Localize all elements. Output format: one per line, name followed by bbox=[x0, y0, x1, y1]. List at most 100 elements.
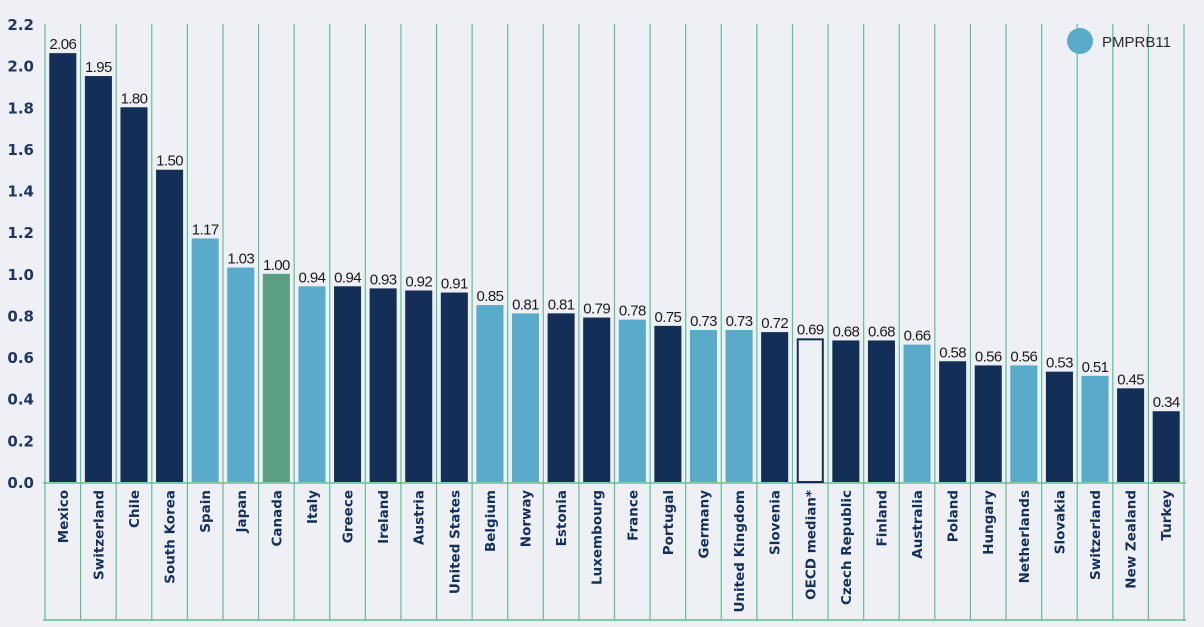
x-tick-label: France bbox=[625, 490, 641, 541]
bar-united-states bbox=[440, 292, 468, 482]
x-tick-label: Belgium bbox=[483, 490, 499, 552]
x-tick-label: Czech Republic bbox=[839, 490, 855, 605]
bar-hungary bbox=[974, 365, 1002, 482]
value-label: 0.34 bbox=[1153, 394, 1180, 411]
value-label: 0.45 bbox=[1117, 371, 1144, 388]
bar-czech-republic bbox=[832, 340, 860, 482]
x-tick-label: Japan bbox=[234, 490, 250, 534]
bar-united-kingdom bbox=[725, 330, 753, 482]
bar-mexico bbox=[49, 53, 77, 483]
bar-switzerland bbox=[1081, 375, 1109, 482]
x-tick-label: Austria bbox=[412, 490, 428, 545]
bars bbox=[49, 53, 1180, 484]
legend-label-pmprb11: PMPRB11 bbox=[1102, 34, 1171, 51]
value-label: 0.94 bbox=[299, 269, 326, 286]
bar-south-korea bbox=[156, 169, 184, 482]
x-tick-label: Estonia bbox=[554, 490, 570, 546]
legend-swatch-pmprb11 bbox=[1067, 28, 1093, 54]
bar-chile bbox=[120, 107, 148, 482]
value-label: 0.68 bbox=[868, 323, 895, 340]
value-label: 0.91 bbox=[441, 276, 468, 293]
value-label: 0.58 bbox=[939, 344, 966, 361]
x-tick-label: Spain bbox=[198, 490, 214, 533]
value-label: 0.81 bbox=[548, 296, 575, 313]
bar-greece bbox=[334, 286, 362, 482]
x-tick-label: Switzerland bbox=[91, 490, 107, 580]
x-tick-label: Poland bbox=[946, 490, 962, 542]
x-tick-label: Australia bbox=[910, 490, 926, 559]
y-tick-label: 1.4 bbox=[7, 183, 34, 201]
bar-norway bbox=[511, 313, 540, 482]
x-tick-label: Mexico bbox=[56, 490, 72, 543]
value-label: 0.66 bbox=[904, 328, 931, 345]
y-tick-label: 2.0 bbox=[7, 58, 34, 76]
bar-new-zealand bbox=[1117, 388, 1145, 482]
x-tick-label: Canada bbox=[269, 490, 285, 547]
bar-finland bbox=[867, 340, 895, 482]
value-label: 0.56 bbox=[1010, 348, 1037, 365]
bar-slovenia bbox=[761, 332, 789, 482]
bar-canada bbox=[262, 273, 290, 482]
y-tick-label: 1.8 bbox=[7, 99, 34, 117]
x-tick-label: Greece bbox=[341, 490, 357, 543]
value-label: 1.50 bbox=[156, 153, 183, 170]
value-label: 0.85 bbox=[477, 288, 504, 305]
bar-luxembourg bbox=[583, 317, 611, 482]
x-tick-label: Switzerland bbox=[1088, 490, 1104, 580]
value-label: 0.51 bbox=[1082, 359, 1109, 376]
x-tick-label: Slovenia bbox=[768, 490, 784, 555]
value-label: 1.00 bbox=[263, 257, 290, 274]
value-label: 1.17 bbox=[192, 221, 219, 238]
y-tick-label: 0.2 bbox=[7, 432, 34, 450]
bar-slovakia bbox=[1045, 371, 1073, 482]
value-label: 0.81 bbox=[512, 296, 539, 313]
bar-austria bbox=[405, 290, 433, 482]
value-label: 0.78 bbox=[619, 303, 646, 320]
bar-estonia bbox=[547, 313, 575, 482]
grid-lines bbox=[43, 24, 1186, 621]
x-axis-labels: Mexico Switzerland Chile South Korea Spain Ja… bbox=[56, 490, 1175, 613]
x-tick-label: United Kingdom bbox=[732, 490, 748, 613]
legend: PMPRB11 bbox=[1067, 28, 1171, 54]
value-label: 0.73 bbox=[690, 313, 717, 330]
bar-netherlands bbox=[1010, 365, 1038, 482]
x-tick-label: Luxembourg bbox=[590, 490, 606, 585]
value-label: 0.92 bbox=[405, 273, 432, 290]
y-tick-label: 1.6 bbox=[7, 141, 34, 159]
bar-poland bbox=[939, 361, 967, 482]
value-label: 1.80 bbox=[121, 90, 148, 107]
value-label: 0.93 bbox=[370, 271, 397, 288]
y-tick-label: 0.4 bbox=[7, 391, 34, 409]
y-tick-label: 0.8 bbox=[7, 307, 34, 325]
value-label: 0.53 bbox=[1046, 355, 1073, 372]
value-label: 0.75 bbox=[654, 309, 681, 326]
x-tick-label: Turkey bbox=[1159, 490, 1175, 541]
value-label: 0.73 bbox=[726, 313, 753, 330]
y-tick-label: 2.2 bbox=[7, 16, 34, 34]
bar-spain bbox=[191, 238, 219, 482]
x-tick-label: Norway bbox=[519, 490, 535, 547]
value-label: 2.06 bbox=[49, 36, 76, 53]
x-tick-label: Germany bbox=[696, 490, 712, 559]
value-label: 0.56 bbox=[975, 348, 1002, 365]
x-tick-label: Slovakia bbox=[1052, 490, 1068, 554]
y-axis: 0.0 0.2 0.4 0.6 0.8 1.0 1.2 1.4 1.6 1.8 2.0 2.2 bbox=[7, 16, 34, 492]
value-label: 1.95 bbox=[85, 59, 112, 76]
x-tick-label: South Korea bbox=[163, 490, 179, 584]
bar-belgium bbox=[476, 305, 504, 482]
x-tick-label: New Zealand bbox=[1124, 490, 1140, 589]
value-label: 0.79 bbox=[583, 301, 610, 318]
x-tick-label: Chile bbox=[127, 490, 143, 528]
value-label: 1.03 bbox=[227, 251, 254, 268]
bar-portugal bbox=[654, 325, 682, 482]
x-tick-label: Italy bbox=[305, 490, 321, 524]
bar-switzerland bbox=[84, 76, 112, 482]
value-label: 0.68 bbox=[832, 323, 859, 340]
bar-oecd-median bbox=[796, 338, 824, 484]
x-tick-label: Ireland bbox=[376, 490, 392, 544]
y-tick-label: 1.0 bbox=[7, 266, 34, 284]
value-labels: 2.06 1.95 1.80 1.50 1.17 1.03 1.00 0.94 0.94 0.93… bbox=[49, 36, 1180, 411]
bar-italy bbox=[298, 286, 326, 482]
x-tick-label: Hungary bbox=[981, 490, 997, 555]
